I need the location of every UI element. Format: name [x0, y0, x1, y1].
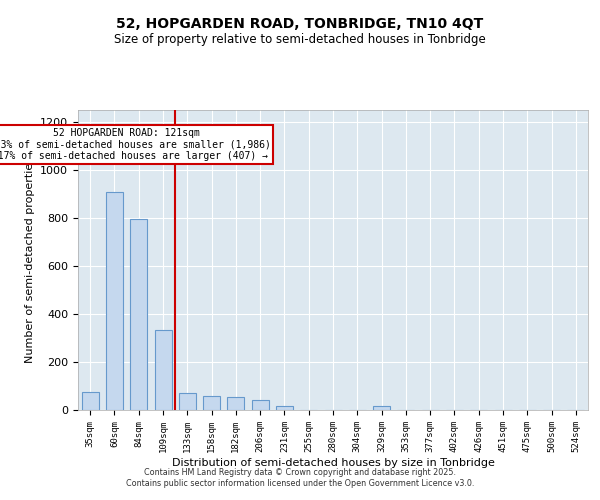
Text: Contains HM Land Registry data © Crown copyright and database right 2025.
Contai: Contains HM Land Registry data © Crown c…: [126, 468, 474, 487]
Bar: [130, 219, 147, 410]
Bar: [179, 393, 196, 410]
Text: 52 HOPGARDEN ROAD: 121sqm
← 83% of semi-detached houses are smaller (1,986)
  17: 52 HOPGARDEN ROAD: 121sqm ← 83% of semi-…: [0, 128, 271, 161]
Bar: [227, 397, 244, 410]
Bar: [373, 406, 390, 410]
Bar: [82, 392, 98, 410]
Bar: [276, 406, 293, 410]
Text: 52, HOPGARDEN ROAD, TONBRIDGE, TN10 4QT: 52, HOPGARDEN ROAD, TONBRIDGE, TN10 4QT: [116, 18, 484, 32]
Bar: [106, 192, 123, 410]
X-axis label: Distribution of semi-detached houses by size in Tonbridge: Distribution of semi-detached houses by …: [172, 458, 494, 468]
Bar: [251, 400, 269, 410]
Y-axis label: Number of semi-detached properties: Number of semi-detached properties: [25, 157, 35, 363]
Text: Size of property relative to semi-detached houses in Tonbridge: Size of property relative to semi-detach…: [114, 32, 486, 46]
Bar: [203, 396, 220, 410]
Bar: [155, 330, 172, 410]
